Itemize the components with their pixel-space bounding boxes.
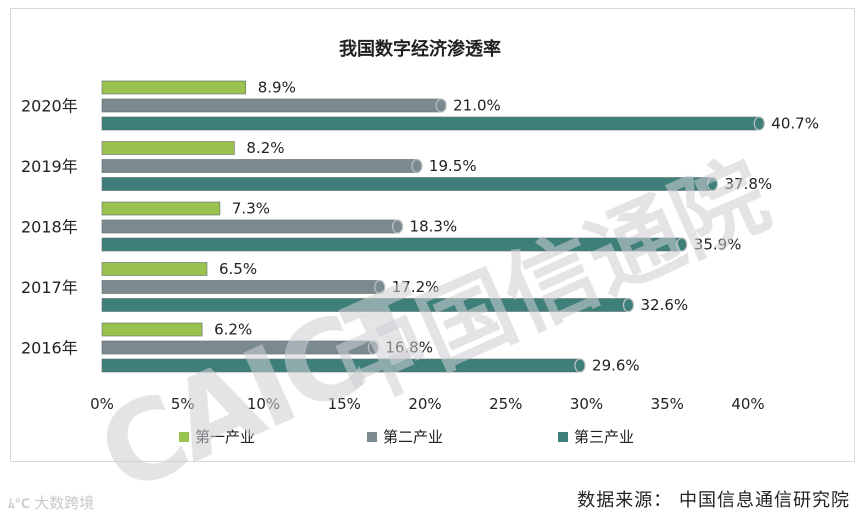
data-label: 40.7% [771, 115, 819, 133]
chart-title: 我国数字经济渗透率 [339, 38, 501, 60]
category-label: 2019年 [21, 157, 78, 176]
bar [101, 141, 235, 155]
data-label: 8.9% [258, 79, 296, 97]
data-label: 6.5% [219, 260, 257, 278]
bar-end-cap [753, 116, 765, 131]
data-label: 32.6% [640, 296, 688, 314]
bar-end-cap [411, 158, 423, 174]
bar [101, 177, 713, 191]
bar-end-cap [374, 279, 386, 295]
bar-end-cap [622, 297, 635, 313]
data-label: 16.8% [385, 339, 433, 357]
bar [101, 116, 760, 131]
bar [101, 201, 221, 216]
data-label: 19.5% [429, 157, 477, 175]
bar [101, 80, 247, 95]
bar [101, 340, 374, 355]
bar [101, 237, 683, 252]
bar [101, 358, 581, 373]
bar-end-cap [435, 98, 447, 113]
chart-frame: 我国数字经济渗透率 2020年 8.9% 21.0% 40.7% 2019年 8.2% 19.… [10, 8, 855, 518]
brand-mark: ﾑ℃ 大数跨境 [8, 492, 94, 513]
category-label: 2018年 [21, 218, 78, 237]
x-tick-label: 10% [247, 395, 280, 413]
x-tick-label: 25% [489, 395, 522, 413]
category-label: 2016年 [21, 339, 78, 358]
legend-swatch [367, 432, 377, 442]
legend-label: 第三产业 [574, 428, 634, 446]
bar [101, 298, 629, 312]
x-tick-label: 35% [651, 395, 684, 413]
data-label: 17.2% [392, 278, 440, 296]
source-note: 数据来源： 中国信息通信研究院 [577, 490, 850, 511]
bar-end-cap [676, 237, 688, 252]
legend-label: 第二产业 [383, 428, 443, 446]
data-label: 6.2% [214, 321, 252, 339]
x-tick-label: 0% [90, 395, 114, 413]
bar [101, 280, 381, 294]
bar-end-cap [367, 340, 379, 355]
bar [101, 219, 398, 234]
bar [101, 322, 203, 337]
data-label: 18.3% [410, 218, 458, 236]
bar-end-cap [391, 219, 404, 234]
bar [101, 262, 208, 276]
x-tick-label: 30% [570, 395, 603, 413]
data-label: 21.0% [453, 97, 501, 115]
data-label: 8.2% [246, 139, 284, 157]
x-tick-label: 5% [171, 395, 195, 413]
bar [101, 98, 442, 113]
data-label: 35.9% [694, 236, 742, 254]
category-label: 2017年 [21, 278, 78, 297]
data-label: 37.8% [724, 175, 772, 193]
brand-logo: ﾑ℃ [8, 497, 31, 512]
category-label: 2020年 [21, 97, 78, 116]
bar-chart: 我国数字经济渗透率 2020年 8.9% 21.0% 40.7% 2019年 8.2% 19.… [21, 38, 819, 446]
data-label: 29.6% [592, 357, 640, 375]
bar [101, 159, 418, 173]
x-tick-label: 15% [328, 395, 361, 413]
x-tick-label: 20% [408, 395, 441, 413]
data-label: 7.3% [232, 200, 270, 218]
bar-end-cap [574, 358, 586, 373]
brand-text: 大数跨境 [34, 494, 95, 512]
legend-swatch [179, 432, 189, 442]
x-tick-label: 40% [731, 395, 764, 413]
legend-label: 第一产业 [195, 428, 255, 446]
legend-swatch [558, 432, 568, 442]
bar-end-cap [706, 176, 719, 192]
